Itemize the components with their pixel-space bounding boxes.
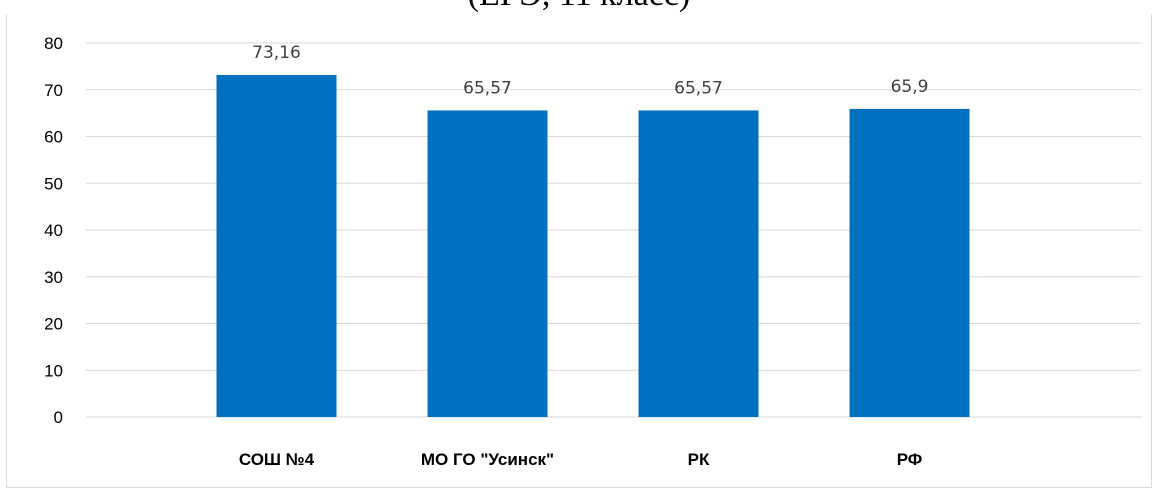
data-labels: 73,16 65,57 65,57 65,9 <box>252 43 928 98</box>
data-label: 65,57 <box>674 78 723 98</box>
bar <box>849 108 970 417</box>
bar <box>427 110 548 417</box>
data-label: 73,16 <box>252 43 301 63</box>
chart-title: (ЕГЭ, 11 класс) <box>0 0 1158 14</box>
x-category-label: МО ГО "Усинск" <box>421 450 554 469</box>
y-tick-label: 50 <box>44 174 63 193</box>
bars <box>216 74 970 418</box>
y-tick-label: 60 <box>44 128 63 147</box>
y-tick-label: 80 <box>44 34 63 53</box>
bar <box>638 110 759 417</box>
y-axis-ticks: 0 10 20 30 40 50 60 70 80 <box>44 34 63 427</box>
x-category-label: РФ <box>897 450 923 469</box>
y-tick-label: 20 <box>44 315 63 334</box>
bar <box>216 74 337 418</box>
y-tick-label: 10 <box>44 361 63 380</box>
y-tick-label: 40 <box>44 221 63 240</box>
x-axis-categories: СОШ №4 МО ГО "Усинск" РК РФ <box>239 450 922 469</box>
y-tick-label: 0 <box>54 408 63 427</box>
data-label: 65,57 <box>463 78 512 98</box>
data-label: 65,9 <box>891 77 929 97</box>
y-tick-label: 30 <box>44 268 63 287</box>
y-tick-label: 70 <box>44 81 63 100</box>
x-category-label: РК <box>688 450 710 469</box>
chart-frame <box>6 14 1152 488</box>
x-category-label: СОШ №4 <box>239 450 315 469</box>
